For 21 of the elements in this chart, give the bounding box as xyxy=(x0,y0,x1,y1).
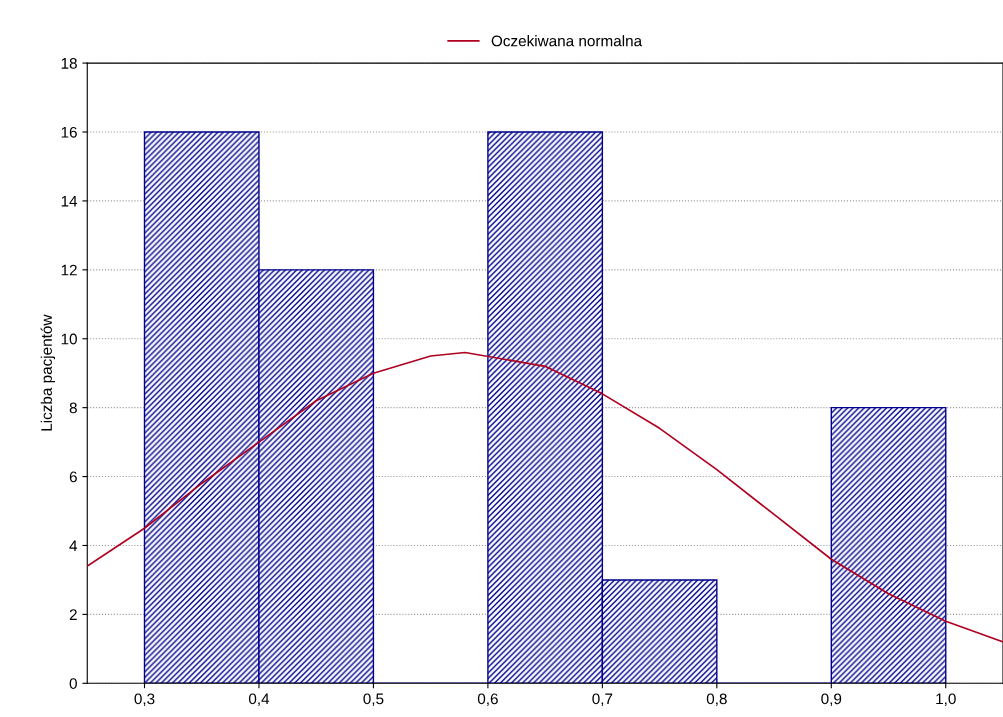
x-tick-label: 0,8 xyxy=(706,693,727,707)
x-tick-label: 0,7 xyxy=(592,693,613,707)
y-tick-label: 12 xyxy=(61,264,77,276)
x-tick-label: 0,4 xyxy=(248,693,270,707)
x-tick-label: 0,5 xyxy=(363,693,384,707)
x-tick-label: 0,9 xyxy=(821,693,842,707)
y-axis-title: Liczba pacjentów xyxy=(40,314,55,431)
y-tick-label: 18 xyxy=(61,57,77,69)
x-tick-label: 1,0 xyxy=(936,693,956,707)
y-tick-label: 14 xyxy=(61,195,78,207)
y-tick-label: 0 xyxy=(69,678,77,689)
line-series xyxy=(87,351,1003,643)
y-tick-label: 16 xyxy=(61,126,77,138)
legend-label: Oczekiwana normalna xyxy=(491,35,643,47)
y-tick-label: 4 xyxy=(69,540,78,552)
y-tick-label: 2 xyxy=(69,609,77,620)
x-tick-label: 0,6 xyxy=(477,693,498,707)
y-tick-label: 8 xyxy=(69,402,77,414)
y-tick-label: 10 xyxy=(61,333,77,345)
y-tick-label: 6 xyxy=(69,471,77,483)
x-tick-label: 0,3 xyxy=(134,693,155,707)
